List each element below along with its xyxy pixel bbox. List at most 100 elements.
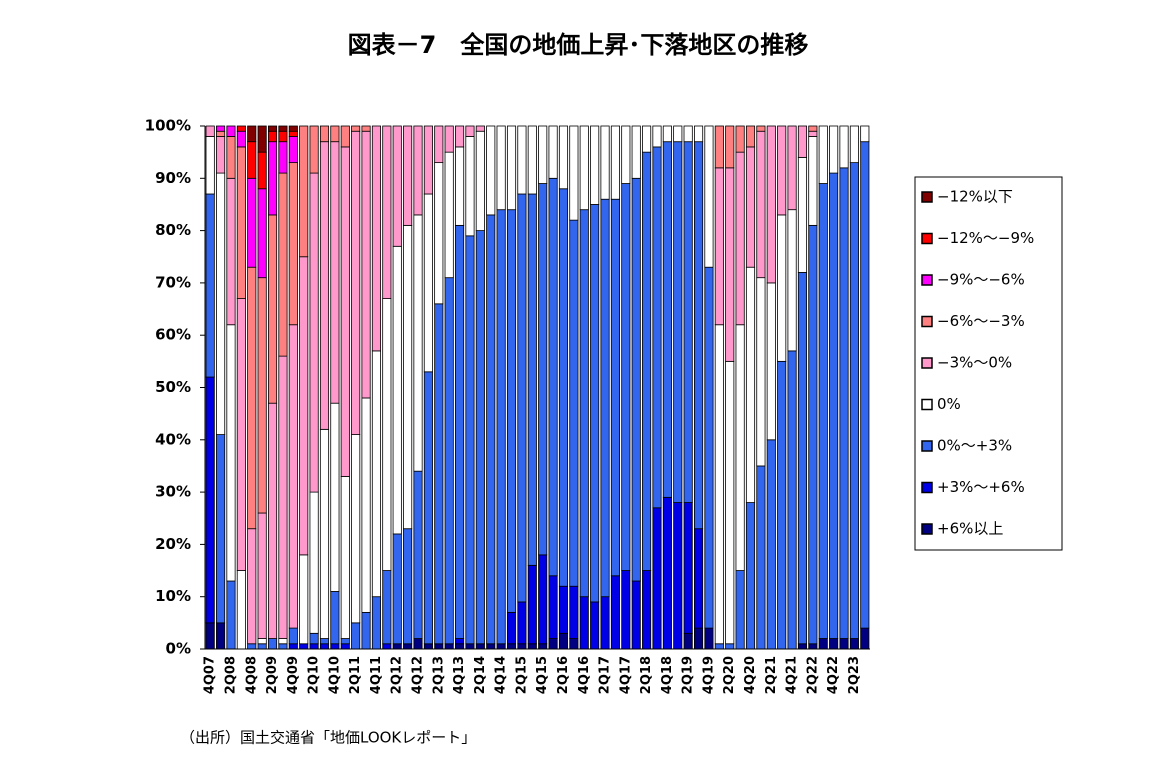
bar-segment — [714, 324, 724, 645]
bar-segment — [413, 470, 423, 639]
x-tick-label: 2Q09 — [265, 656, 280, 694]
x-tick-label: 4Q22 — [826, 656, 841, 694]
bar-segment — [278, 172, 288, 357]
bar-segment — [216, 622, 226, 650]
bar-segment — [423, 643, 433, 650]
bar-segment — [735, 324, 745, 571]
bar-segment — [725, 167, 735, 362]
bar-segment — [808, 130, 818, 137]
bar-segment — [631, 177, 641, 582]
bar-segment — [829, 172, 839, 639]
bar-segment — [382, 125, 392, 299]
bar-segment — [631, 125, 641, 179]
bar-segment — [662, 125, 672, 143]
legend-label: +3%～+6% — [937, 478, 1025, 496]
bar-segment — [257, 151, 267, 190]
bar-segment — [475, 130, 485, 231]
bar-segment — [797, 156, 808, 273]
bar-segment — [392, 533, 402, 645]
bar-segment — [808, 125, 818, 132]
bar-segment — [267, 141, 278, 216]
x-tick-label: 4Q14 — [494, 656, 509, 694]
bar-segment — [444, 277, 454, 645]
bar-segment — [403, 125, 413, 226]
bar-segment — [652, 125, 662, 148]
bar-segment — [216, 136, 226, 174]
bar-segment — [299, 643, 309, 650]
bar-segment — [236, 570, 246, 650]
bar-segment — [465, 643, 475, 650]
bar-segment — [455, 643, 465, 650]
bar-segment — [309, 125, 319, 174]
bar-segment — [309, 172, 319, 493]
bar-segment — [403, 643, 413, 650]
bar-segment — [849, 638, 859, 650]
x-tick-label: 2Q08 — [223, 656, 238, 694]
bar-segment — [257, 188, 267, 279]
bar-segment — [600, 596, 610, 650]
y-tick-label: 20% — [155, 535, 191, 553]
bar-segment — [278, 130, 288, 143]
bar-segment — [777, 360, 787, 650]
bar-segment — [756, 277, 766, 467]
bar-segment — [236, 298, 246, 571]
bar-segment — [818, 183, 828, 639]
bar-segment — [777, 125, 787, 216]
bar-segment — [652, 146, 662, 509]
bar-segment — [506, 643, 517, 650]
bar-segment — [278, 355, 288, 639]
bar-segment — [735, 570, 745, 650]
bar-segment — [216, 434, 226, 624]
bar-segment — [725, 643, 735, 650]
bar-segment — [340, 638, 350, 645]
bar-segment — [714, 167, 724, 326]
bar-segment — [569, 219, 579, 587]
bar-segment — [257, 512, 267, 639]
bar-segment — [527, 193, 537, 566]
bar-segment — [569, 638, 579, 650]
bar-segment — [631, 580, 641, 650]
bar-segment — [797, 272, 808, 645]
bar-segment — [486, 643, 496, 650]
bar-segment — [247, 177, 257, 268]
bar-segment — [590, 204, 600, 603]
bar-segment — [673, 141, 683, 503]
bar-segment — [610, 198, 620, 577]
bar-segment — [434, 303, 444, 645]
x-tick-label: 2Q16 — [556, 656, 571, 694]
bar-segment — [288, 130, 298, 137]
bar-segment — [652, 507, 662, 650]
bar-segment — [808, 136, 818, 226]
bar-segment — [610, 575, 620, 650]
bar-segment — [236, 146, 246, 299]
bar-segment — [527, 125, 537, 195]
bar-segment — [818, 638, 828, 650]
bar-segment — [642, 570, 652, 650]
bar-segment — [527, 564, 537, 645]
x-tick-label: 4Q11 — [369, 656, 384, 694]
x-tick-label: 2Q17 — [598, 656, 613, 694]
bar-segment — [839, 167, 849, 639]
bar-segment — [496, 643, 506, 650]
bar-segment — [777, 214, 787, 362]
legend-swatch — [921, 191, 933, 203]
chart-title: 図表－7 全国の地価上昇･下落地区の推移 — [348, 31, 809, 59]
bar-segment — [351, 434, 361, 624]
source-note: （出所）国土交通省「地価LOOKレポート」 — [180, 729, 476, 747]
legend-label: +6%以上 — [937, 520, 1003, 538]
bar-segment — [371, 596, 382, 650]
legend-swatch — [921, 481, 933, 494]
bar-segment — [205, 622, 215, 650]
bar-segment — [506, 125, 517, 211]
bar-segment — [558, 632, 569, 650]
bar-segment — [766, 282, 776, 441]
bar-segment — [538, 554, 548, 645]
legend-box — [914, 176, 1063, 551]
bar-segment — [299, 256, 309, 556]
legend-swatch — [921, 232, 933, 245]
bar-segment — [673, 502, 683, 650]
bar-segment — [683, 125, 693, 143]
bar-segment — [735, 151, 745, 326]
bar-segment — [610, 125, 620, 200]
bar-segment — [725, 360, 735, 645]
